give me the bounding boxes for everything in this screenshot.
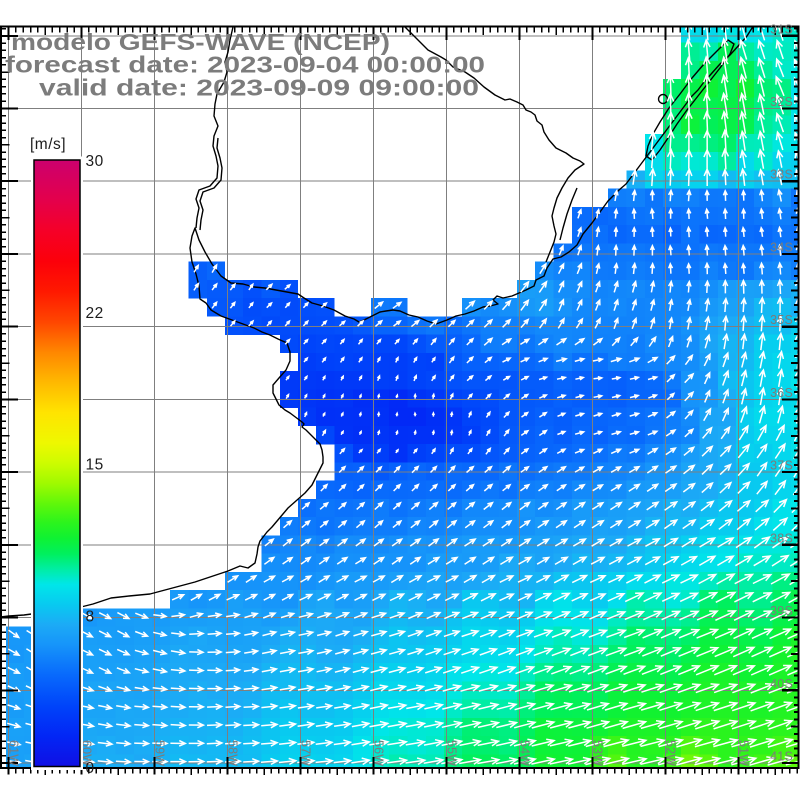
svg-text:60W: 60W (80, 740, 94, 766)
svg-text:38S: 38S (770, 531, 793, 545)
svg-text:forecast date: 2023-09-04 00:0: forecast date: 2023-09-04 00:00:00 (5, 52, 485, 78)
svg-text:54W: 54W (518, 740, 532, 766)
svg-text:41S: 41S (770, 750, 793, 764)
svg-text:56W: 56W (372, 740, 386, 766)
svg-text:[m/s]: [m/s] (30, 136, 66, 153)
svg-text:22: 22 (86, 305, 104, 322)
svg-text:37S: 37S (770, 459, 793, 473)
svg-text:8: 8 (86, 608, 95, 625)
svg-text:0: 0 (86, 760, 95, 777)
svg-text:32S: 32S (770, 95, 793, 109)
svg-text:58W: 58W (226, 740, 240, 766)
svg-text:57W: 57W (299, 740, 313, 766)
svg-text:51W: 51W (737, 740, 751, 766)
svg-text:40S: 40S (770, 677, 793, 691)
svg-text:modelo GEFS-WAVE (NCEP): modelo GEFS-WAVE (NCEP) (11, 29, 390, 55)
svg-text:valid date: 2023-09-09 09:00:0: valid date: 2023-09-09 09:00:00 (39, 75, 479, 101)
svg-text:61W: 61W (7, 740, 21, 766)
svg-text:55W: 55W (445, 740, 459, 766)
svg-text:52W: 52W (664, 740, 678, 766)
svg-text:53W: 53W (591, 740, 605, 766)
svg-text:34S: 34S (770, 241, 793, 255)
svg-text:30: 30 (86, 153, 104, 170)
svg-text:59W: 59W (153, 740, 167, 766)
svg-text:31S: 31S (770, 22, 793, 36)
svg-text:36S: 36S (770, 386, 793, 400)
svg-text:15: 15 (86, 457, 104, 474)
svg-text:33S: 33S (770, 168, 793, 182)
svg-text:35S: 35S (770, 313, 793, 327)
svg-text:39S: 39S (770, 604, 793, 618)
